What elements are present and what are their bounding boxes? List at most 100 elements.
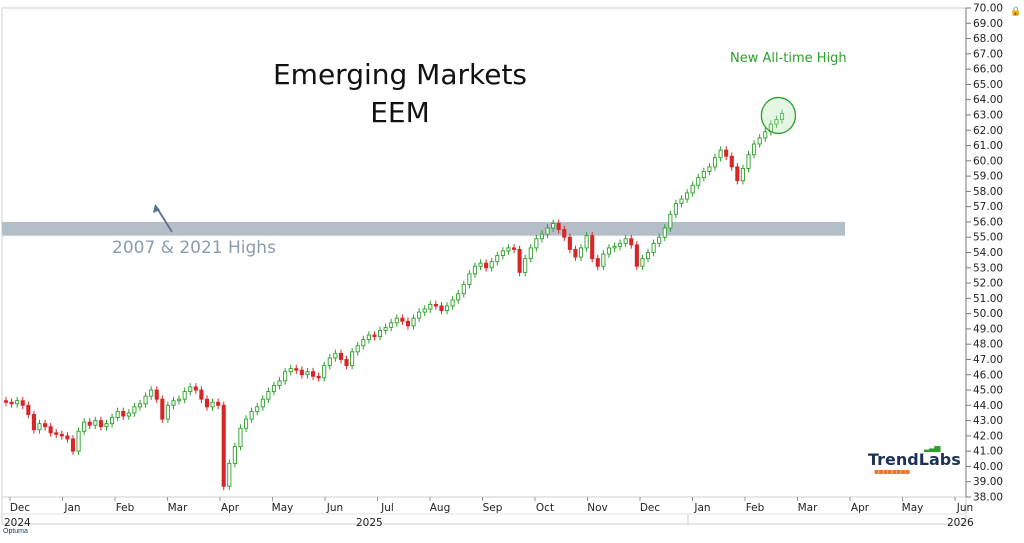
x-month-label: Feb <box>116 502 135 514</box>
candle-body <box>383 326 388 331</box>
y-tick-label: 68.00 <box>973 33 1003 45</box>
candle-body <box>701 171 706 179</box>
candle-body <box>389 322 394 328</box>
x-month-label: Jan <box>63 502 80 514</box>
candle-body <box>338 352 344 360</box>
candle-body <box>595 258 600 267</box>
candle-body <box>98 420 103 428</box>
candle-body <box>668 213 673 229</box>
candle-body <box>316 375 321 379</box>
candle-body <box>444 305 450 312</box>
logo-bars-icon: ▂▃▅ <box>924 443 941 452</box>
candle-body <box>327 357 332 367</box>
candle-body <box>673 203 678 215</box>
candle-body <box>143 395 148 405</box>
x-year-label: 2025 <box>356 517 383 529</box>
candle-body <box>54 432 59 435</box>
candle-body <box>305 371 310 376</box>
candle-body <box>556 223 561 231</box>
y-tick-label: 44.00 <box>973 400 1003 412</box>
x-month-label: Mar <box>168 502 188 514</box>
candle-body <box>177 398 182 402</box>
candle-body <box>137 403 143 408</box>
y-tick-label: 62.00 <box>973 125 1003 137</box>
candle-body <box>110 417 115 425</box>
candle-body <box>506 247 511 252</box>
candle-body <box>43 423 48 428</box>
y-tick-label: 64.00 <box>973 94 1003 106</box>
candle-body <box>160 398 165 420</box>
candle-body <box>439 305 444 312</box>
candle-body <box>59 433 64 437</box>
chart-title: Emerging Markets <box>272 58 528 91</box>
candle-body <box>271 384 277 393</box>
candle-body <box>545 227 550 235</box>
candle-body <box>221 404 226 487</box>
y-tick-label: 57.00 <box>973 201 1003 213</box>
candle-body <box>82 421 87 432</box>
candle-body <box>132 406 137 414</box>
x-month-label: Dec <box>10 502 31 514</box>
candle-body <box>394 317 399 324</box>
candle-body <box>679 198 684 205</box>
candle-body <box>232 446 237 464</box>
candle-body <box>366 334 371 341</box>
candle-body <box>523 258 528 273</box>
candle-body <box>26 404 31 415</box>
candle-body <box>539 233 544 240</box>
candle-body <box>31 414 36 431</box>
candle-body <box>377 329 383 337</box>
y-tick-label: 61.00 <box>973 140 1003 152</box>
candle-body <box>204 398 210 408</box>
candle-body <box>774 119 779 125</box>
candle-body <box>115 410 120 418</box>
candle-body <box>154 389 159 400</box>
candle-body <box>361 339 366 347</box>
candle-body <box>350 351 355 367</box>
x-month-label: Oct <box>536 502 554 514</box>
y-tick-label: 38.00 <box>973 492 1003 504</box>
candle-body <box>20 400 25 406</box>
candle-body <box>65 435 70 440</box>
candle-body <box>165 404 170 420</box>
candle-body <box>87 421 92 426</box>
x-year-label: 2026 <box>947 517 974 529</box>
candle-body <box>517 248 522 273</box>
candle-body <box>623 238 628 244</box>
candle-body <box>428 304 433 310</box>
candle-body <box>467 273 472 286</box>
x-month-label: Nov <box>587 502 608 514</box>
y-tick-label: 70.00 <box>973 3 1003 15</box>
candle-body <box>417 311 422 319</box>
x-month-label: Jul <box>380 502 394 514</box>
candle-body <box>712 157 718 168</box>
candle-body <box>757 137 762 145</box>
candle-body <box>779 112 785 121</box>
candle-body <box>740 168 745 182</box>
candle-body <box>405 320 411 327</box>
y-tick-label: 47.00 <box>973 354 1003 366</box>
annotation-arrowhead <box>153 204 160 213</box>
candle-body <box>433 304 438 307</box>
candle-body <box>567 236 572 250</box>
candle-body <box>584 235 589 249</box>
candle-body <box>752 143 757 156</box>
candle-body <box>193 386 198 391</box>
candle-body <box>763 131 768 139</box>
lock-icon[interactable]: 🔒 <box>1010 6 1022 16</box>
chart-subtitle: EEM <box>370 96 430 129</box>
candle-body <box>260 398 265 408</box>
x-axis-panel <box>1 496 967 525</box>
x-month-label: Jun <box>956 502 973 514</box>
y-tick-label: 51.00 <box>973 293 1003 305</box>
y-tick-label: 54.00 <box>973 247 1003 259</box>
candle-body <box>299 369 304 376</box>
candle-body <box>216 401 221 406</box>
y-tick-label: 42.00 <box>973 430 1003 442</box>
y-tick-label: 59.00 <box>973 171 1003 183</box>
candle-body <box>93 420 98 426</box>
x-month-label: Jan <box>693 502 710 514</box>
candle-body <box>311 371 316 377</box>
candle-body <box>372 334 377 337</box>
